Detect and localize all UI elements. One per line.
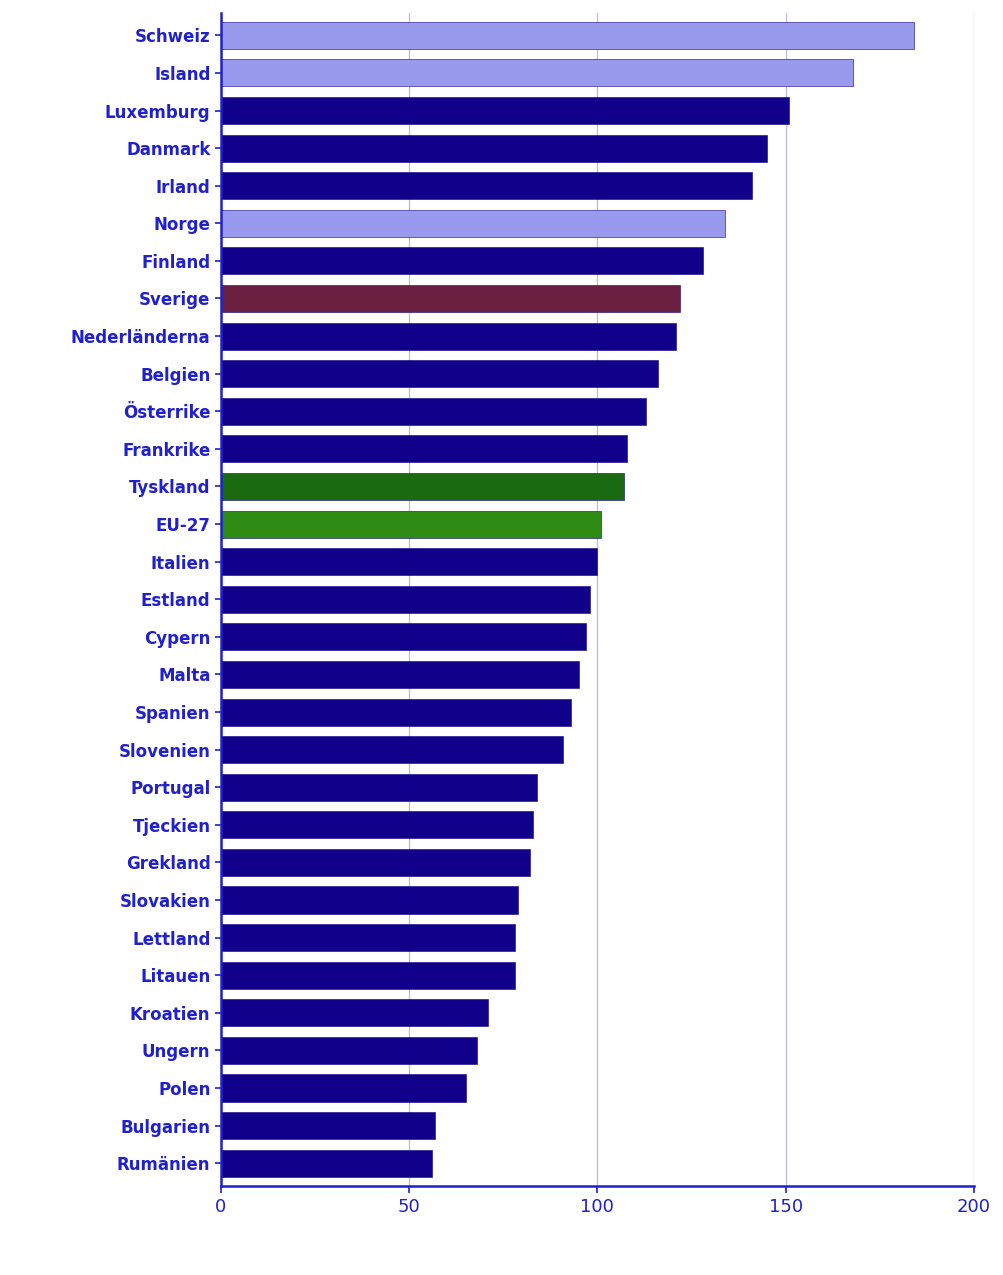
Bar — [221, 585, 590, 613]
Bar — [221, 323, 676, 349]
Bar — [221, 172, 751, 199]
Bar — [221, 961, 515, 988]
Bar — [221, 210, 724, 237]
Bar — [221, 97, 788, 124]
Bar — [221, 22, 913, 48]
Bar — [221, 1037, 476, 1063]
Bar — [221, 510, 601, 538]
Bar — [221, 811, 533, 839]
Bar — [221, 398, 646, 425]
Bar — [221, 924, 515, 951]
Bar — [221, 736, 563, 764]
Bar — [221, 60, 853, 87]
Bar — [221, 1075, 465, 1102]
Bar — [221, 473, 623, 500]
Bar — [221, 548, 597, 575]
Bar — [221, 660, 578, 689]
Bar — [221, 886, 518, 914]
Bar — [221, 1150, 431, 1177]
Bar — [221, 247, 702, 274]
Bar — [221, 435, 627, 463]
Bar — [221, 699, 571, 725]
Bar — [221, 360, 657, 388]
Bar — [221, 623, 586, 650]
Bar — [221, 774, 537, 801]
Bar — [221, 1112, 435, 1139]
Bar — [221, 284, 680, 312]
Bar — [221, 849, 530, 876]
Bar — [221, 135, 766, 162]
Bar — [221, 1000, 487, 1026]
